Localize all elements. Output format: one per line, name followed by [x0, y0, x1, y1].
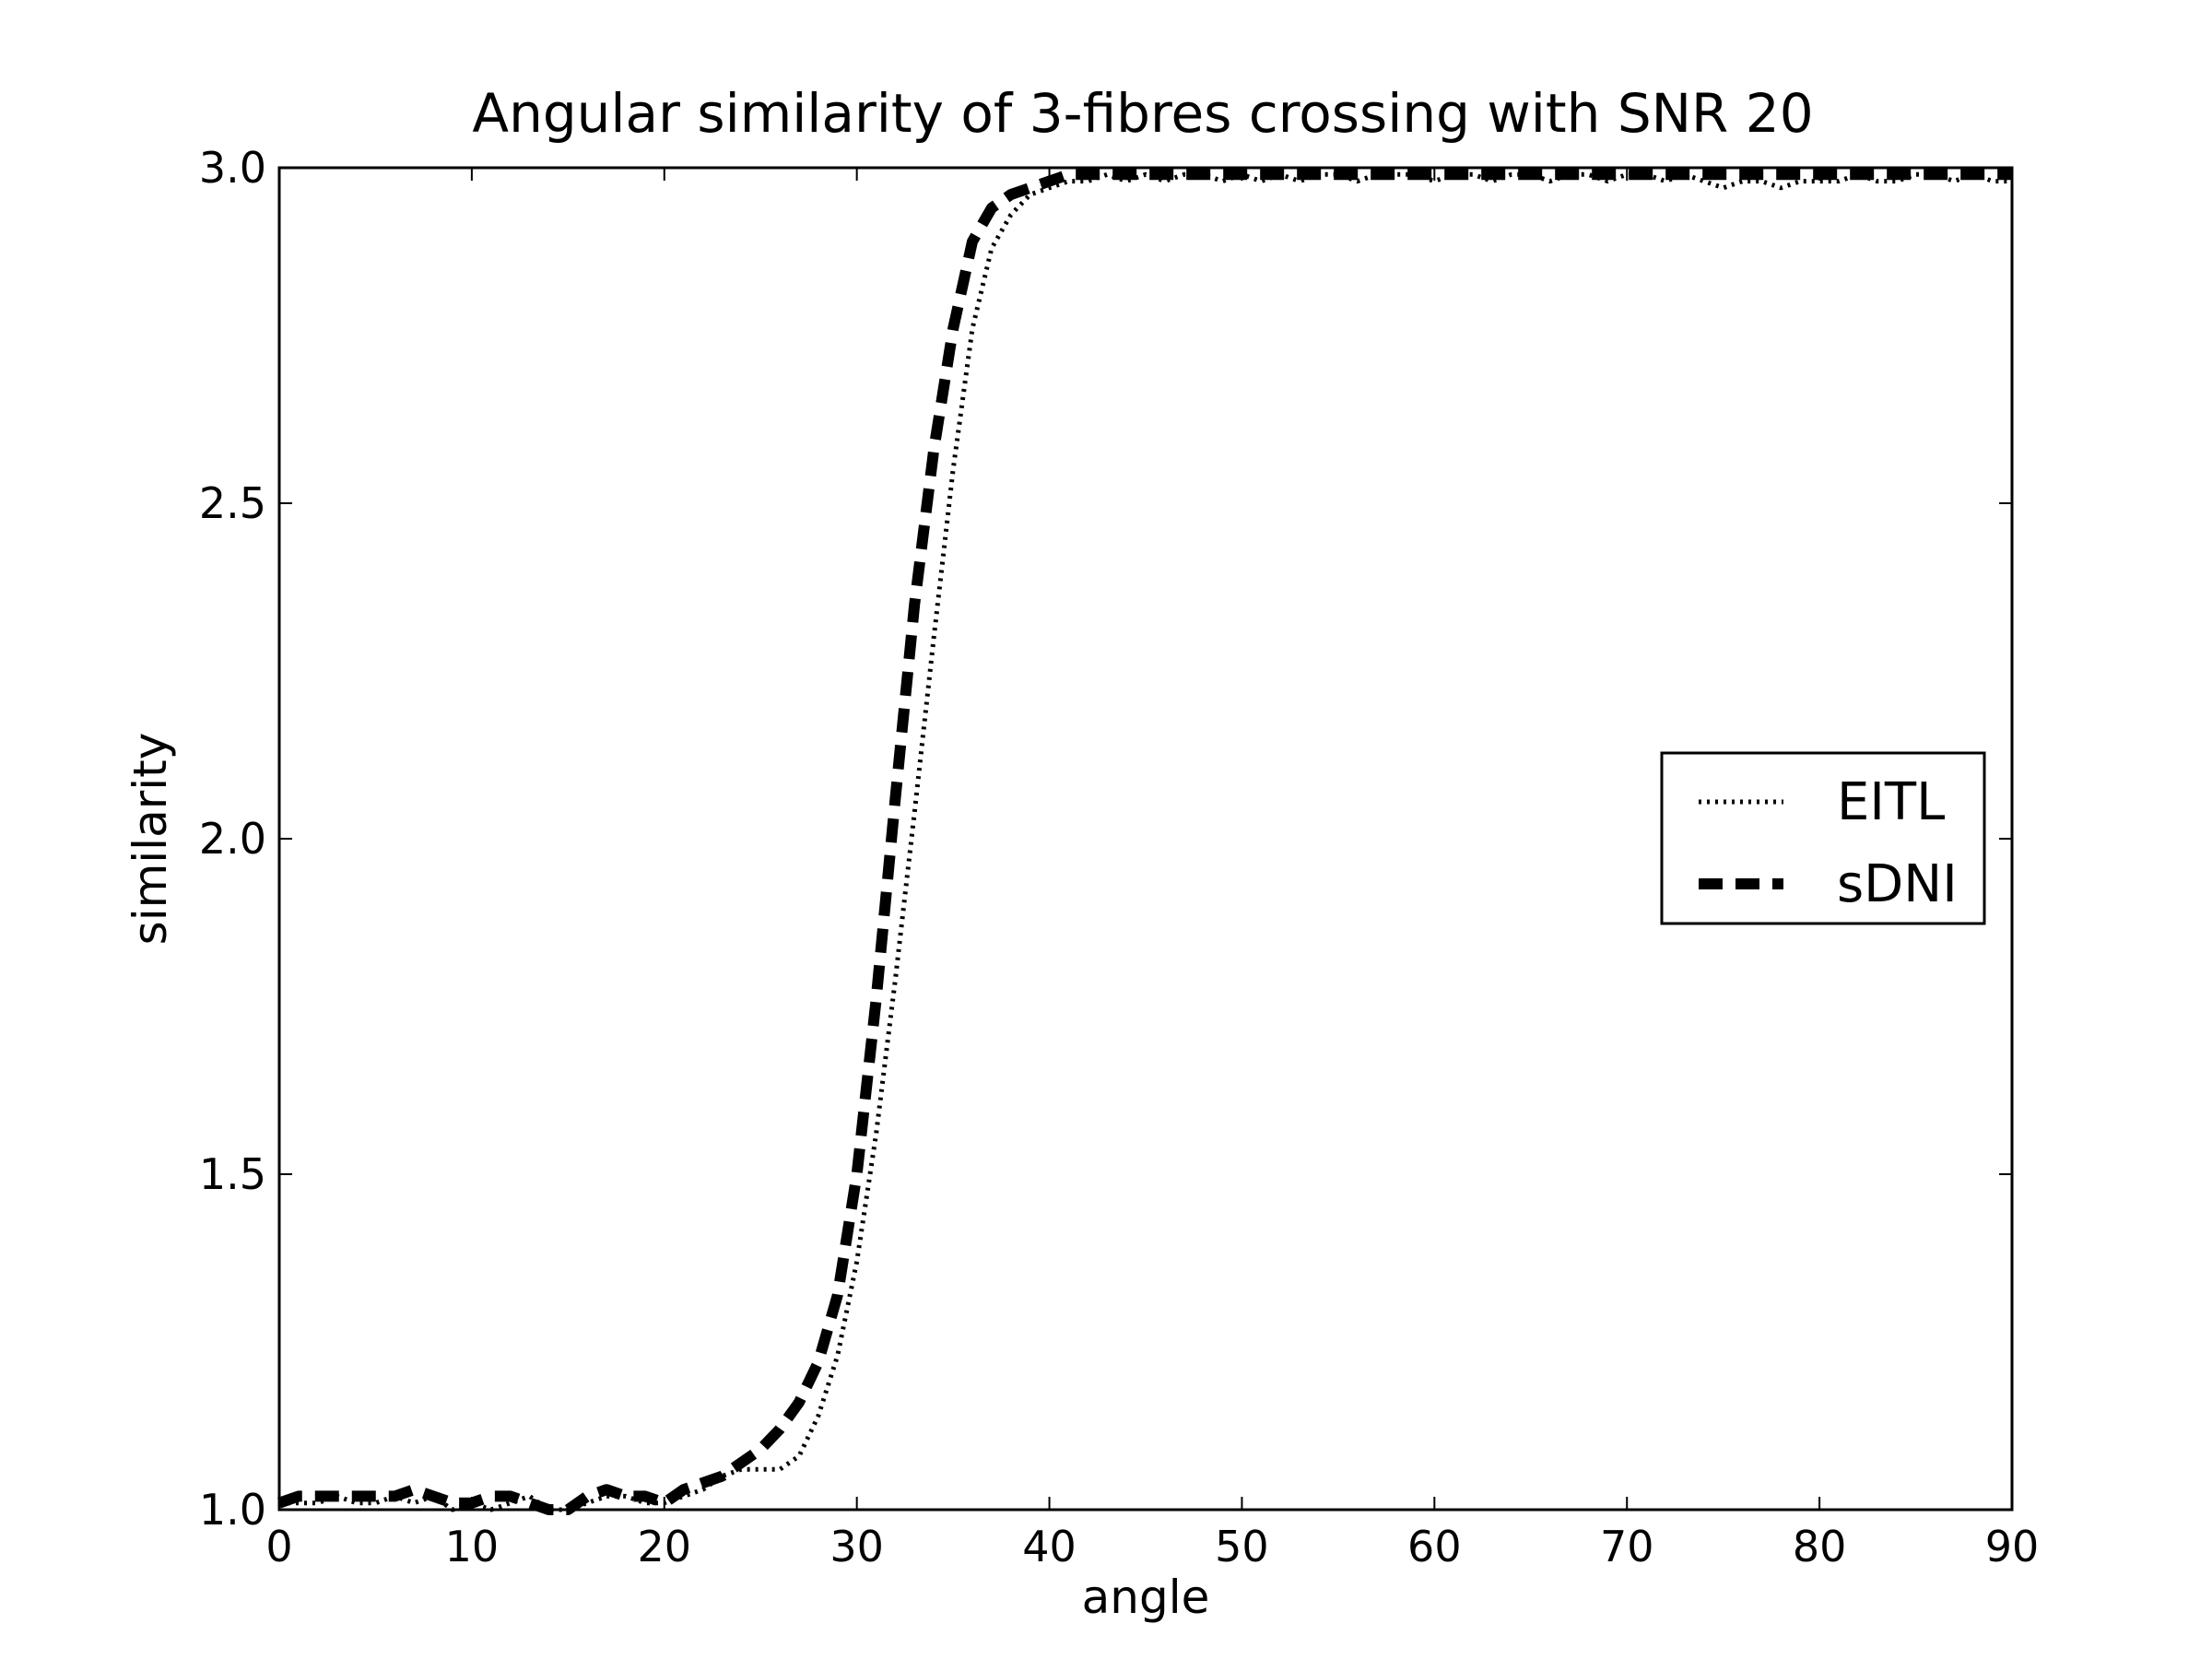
x-tick-label: 10 [445, 1522, 500, 1571]
y-tick-label: 1.5 [199, 1149, 266, 1199]
y-tick-label: 2.5 [199, 478, 266, 528]
x-tick-label: 50 [1215, 1522, 1269, 1571]
x-tick-label: 60 [1407, 1522, 1462, 1571]
y-tick-label: 1.0 [199, 1485, 266, 1535]
plot-frame [277, 166, 2014, 1512]
y-axis-label: similarity [124, 733, 177, 946]
x-tick-label: 30 [830, 1522, 884, 1571]
x-tick-label: 40 [1022, 1522, 1077, 1571]
legend: EITL sDNI [1660, 751, 1986, 925]
x-axis-label: angle [1082, 1571, 1210, 1624]
ticks-layer: 0 10 20 30 40 50 60 70 80 90 1.0 1.5 2.0 2.5 3.0 [199, 143, 2039, 1571]
x-tick-label: 70 [1600, 1522, 1654, 1571]
legend-frame [1660, 751, 1986, 925]
x-tick-label: 90 [1985, 1522, 2040, 1571]
x-tick-label: 0 [265, 1522, 292, 1571]
x-tick-label: 80 [1793, 1522, 1847, 1571]
x-tick-label: 20 [638, 1522, 692, 1571]
y-tick-label: 2.0 [199, 814, 266, 864]
legend-label-eitl: EITL [1837, 772, 1945, 832]
legend-label-sdni: sDNI [1837, 854, 1958, 914]
chart-title: Angular similarity of 3-fibres crossing … [472, 82, 1813, 145]
y-tick-label: 3.0 [199, 143, 266, 193]
